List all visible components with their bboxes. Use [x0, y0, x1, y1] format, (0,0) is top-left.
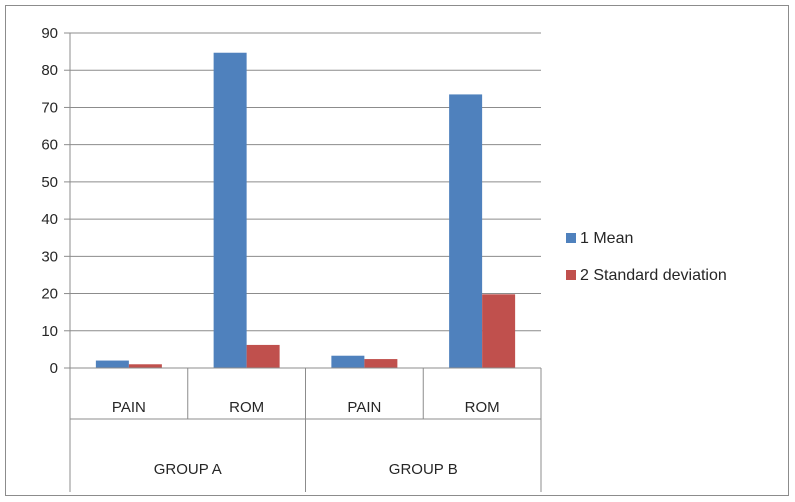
- y-tick-label: 0: [50, 360, 58, 377]
- y-tick-label: 50: [41, 174, 58, 191]
- legend-label: 2 Standard deviation: [580, 267, 727, 284]
- y-tick-label: 90: [41, 25, 58, 42]
- y-tick-label: 30: [41, 248, 58, 265]
- bar-mean: [95, 360, 129, 368]
- axis-labels: 0 10 20 30 40 50 60 70 80 90 PAIN ROM PAIN ROM GROUP A…: [41, 25, 499, 478]
- y-tick-label: 70: [41, 99, 58, 116]
- x-group-label: GROUP B: [389, 461, 458, 478]
- x-group-label: GROUP A: [154, 461, 222, 478]
- bar-mean: [449, 94, 483, 369]
- x-category-label: ROM: [229, 399, 264, 416]
- bar-std-dev: [246, 344, 280, 368]
- x-category-label: PAIN: [347, 399, 381, 416]
- bar-std-dev: [364, 359, 398, 368]
- axes: [64, 32, 542, 492]
- chart-frame: [5, 5, 789, 496]
- bar-mean: [213, 52, 247, 368]
- legend: 1 Mean 2 Standard deviation: [566, 230, 727, 284]
- y-tick-label: 10: [41, 323, 58, 340]
- legend-swatch: [566, 233, 576, 243]
- legend-swatch: [566, 270, 576, 280]
- y-tick-label: 40: [41, 211, 58, 228]
- y-tick-label: 20: [41, 286, 58, 303]
- bar-std-dev: [128, 364, 162, 368]
- x-category-label: ROM: [465, 399, 500, 416]
- y-tick-label: 80: [41, 62, 58, 79]
- bar-mean: [331, 355, 365, 368]
- y-tick-label: 60: [41, 137, 58, 154]
- bar-std-dev: [482, 294, 516, 368]
- bars: [95, 52, 516, 369]
- x-category-label: PAIN: [112, 399, 146, 416]
- legend-label: 1 Mean: [580, 230, 633, 247]
